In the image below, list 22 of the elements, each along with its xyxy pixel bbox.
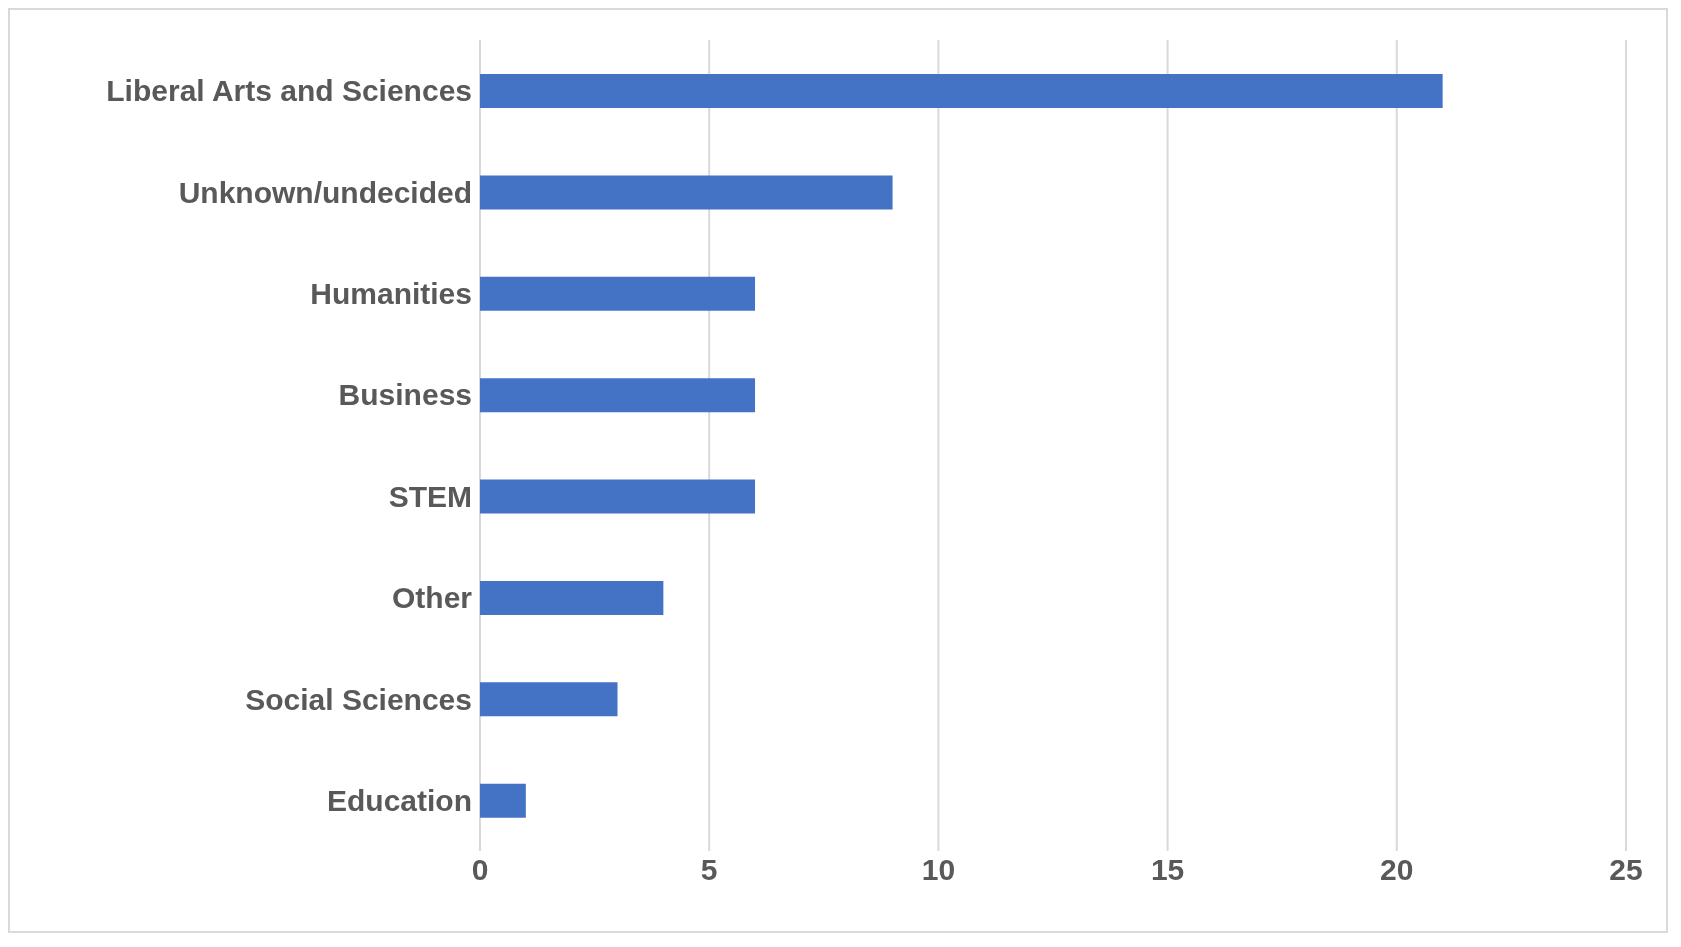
x-tick-label: 25 bbox=[1609, 853, 1643, 887]
bar bbox=[480, 479, 756, 514]
x-tick-label: 0 bbox=[471, 853, 489, 887]
bar bbox=[480, 378, 756, 413]
bar bbox=[480, 276, 756, 311]
x-tick-label: 5 bbox=[700, 853, 718, 887]
x-tick-label: 10 bbox=[921, 853, 956, 887]
bar bbox=[480, 580, 664, 615]
y-tick-label: Liberal Arts and Sciences bbox=[106, 74, 472, 108]
bar bbox=[480, 175, 893, 210]
y-tick-label: Business bbox=[338, 378, 472, 412]
y-tick-label: Education bbox=[326, 783, 472, 817]
bar bbox=[480, 682, 618, 717]
bar bbox=[480, 74, 1443, 108]
bar bbox=[480, 783, 526, 818]
y-tick-label: Social Sciences bbox=[245, 682, 472, 716]
x-tick-label: 20 bbox=[1380, 853, 1414, 887]
y-tick-label: Other bbox=[391, 581, 473, 615]
y-tick-label: STEM bbox=[388, 479, 472, 513]
y-tick-label: Unknown/undecided bbox=[178, 175, 472, 209]
y-tick-label: Humanities bbox=[310, 277, 472, 311]
x-tick-label: 15 bbox=[1150, 853, 1185, 887]
